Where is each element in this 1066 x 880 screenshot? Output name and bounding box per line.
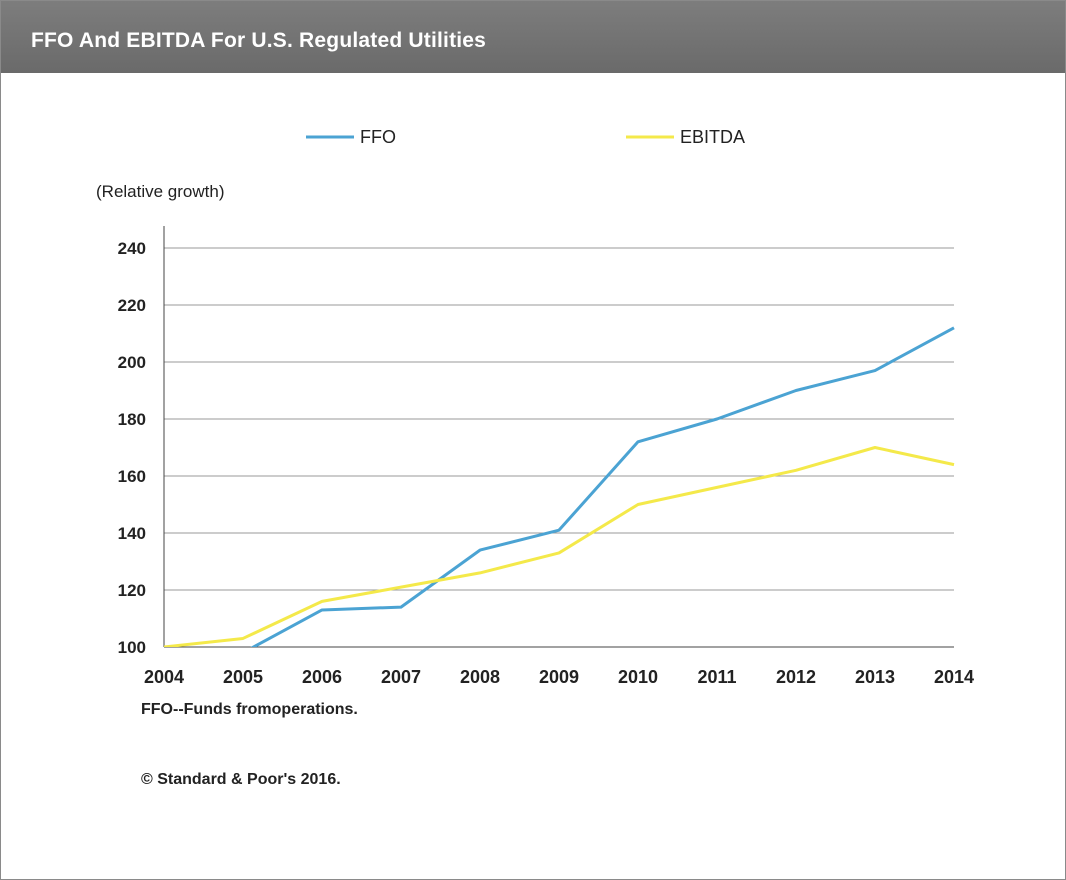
- x-tick-label: 2012: [776, 667, 816, 687]
- x-tick-label: 2013: [855, 667, 895, 687]
- x-tick-label: 2010: [618, 667, 658, 687]
- x-tick-label: 2005: [223, 667, 263, 687]
- legend-label: FFO: [360, 127, 396, 147]
- y-tick-label: 140: [118, 524, 146, 543]
- series-line-ebitda: [164, 446, 955, 647]
- chart-header: FFO And EBITDA For U.S. Regulated Utilit…: [1, 1, 1065, 73]
- y-tick-label: 120: [118, 581, 146, 600]
- y-tick-label: 160: [118, 467, 146, 486]
- line-chart: FFO EBITDA (Relative growth) 100 120 140 160…: [96, 127, 974, 687]
- y-tick-label: 200: [118, 353, 146, 372]
- x-tick-label: 2006: [302, 667, 342, 687]
- y-tick-label: 100: [118, 638, 146, 657]
- y-axis-label: (Relative growth): [96, 182, 225, 201]
- y-tick-label: 220: [118, 296, 146, 315]
- series-line-ffo: [250, 326, 955, 647]
- footnote: FFO--Funds fromoperations.: [141, 701, 358, 718]
- x-tick-label: 2004: [144, 667, 184, 687]
- gridlines: [164, 247, 954, 591]
- x-tick-label: 2007: [381, 667, 421, 687]
- y-tick-label: 180: [118, 410, 146, 429]
- x-tick-labels: 2004 2005 2006 2007 2008 2009 2010 2011 2012 2013…: [144, 667, 974, 687]
- axes: [163, 226, 954, 648]
- copyright: © Standard & Poor's 2016.: [141, 771, 341, 788]
- x-tick-label: 2011: [697, 667, 736, 687]
- legend: FFO EBITDA: [306, 127, 745, 147]
- y-tick-label: 240: [118, 239, 146, 258]
- x-tick-label: 2008: [460, 667, 500, 687]
- legend-label: EBITDA: [680, 127, 745, 147]
- chart-title: FFO And EBITDA For U.S. Regulated Utilit…: [31, 29, 487, 52]
- x-tick-label: 2014: [934, 667, 974, 687]
- x-tick-label: 2009: [539, 667, 579, 687]
- series-lines: [164, 326, 955, 647]
- y-tick-labels: 100 120 140 160 180 200 220 240: [118, 239, 146, 657]
